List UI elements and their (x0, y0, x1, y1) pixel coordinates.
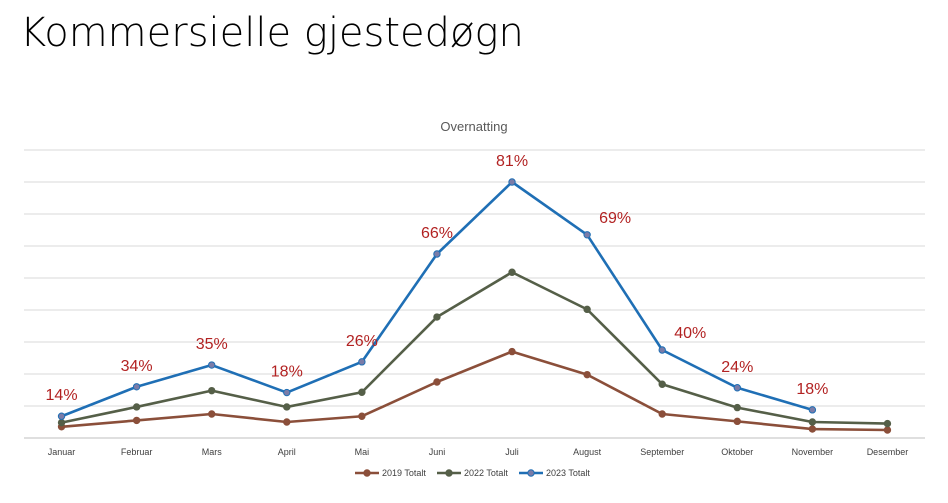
x-tick-label: Oktober (721, 447, 753, 457)
x-tick-label: April (278, 447, 296, 457)
legend-marker (527, 469, 535, 477)
x-tick-label: Desember (867, 447, 909, 457)
data-label: 34% (121, 358, 153, 375)
series (57, 347, 892, 434)
data-label: 18% (271, 364, 303, 381)
data-point (283, 403, 291, 411)
data-point (508, 268, 516, 276)
data-point (808, 425, 817, 433)
data-label: 40% (674, 325, 706, 342)
legend-label: 2022 Totalt (464, 468, 508, 478)
data-point (132, 416, 141, 425)
series (57, 178, 817, 420)
data-point (433, 313, 441, 321)
data-point (132, 403, 141, 411)
x-tick-label: Januar (48, 447, 76, 457)
data-point (733, 403, 741, 412)
data-point (433, 250, 441, 258)
gridlines (24, 149, 925, 439)
data-point (208, 410, 216, 418)
data-point (733, 417, 741, 426)
series-line (61, 270, 888, 425)
data-point (583, 370, 591, 379)
data-point (283, 418, 291, 426)
data-point (808, 418, 817, 426)
page-title: Kommersielle gjestedøgn (20, 10, 524, 56)
x-tick-label: September (640, 447, 684, 457)
data-point (358, 388, 366, 396)
legend-marker (363, 469, 371, 477)
legend-item: 2022 Totalt (437, 468, 508, 478)
data-point (358, 358, 366, 366)
data-point (883, 426, 892, 434)
data-point (508, 178, 516, 186)
data-point (132, 383, 141, 391)
data-point (583, 305, 591, 314)
series (57, 268, 892, 428)
data-label: 24% (721, 359, 753, 376)
data-point (658, 410, 666, 418)
annotation-layer: 14% 34% 35% 18% 26% 66% 81% 69% 40% 24% 18% (46, 153, 829, 404)
legend-marker (445, 469, 453, 477)
data-point (57, 418, 66, 427)
x-tick-label: August (573, 447, 602, 457)
data-label: 81% (496, 153, 528, 170)
data-point (508, 347, 516, 356)
data-point (208, 361, 216, 369)
x-tick-label: Juli (505, 447, 519, 457)
data-point (57, 412, 66, 420)
data-point (658, 346, 666, 354)
x-tick-label: Mars (202, 447, 222, 457)
data-point (583, 231, 591, 239)
legend-item: 2019 Totalt (355, 468, 426, 478)
data-point (283, 388, 291, 397)
data-label: 35% (196, 336, 228, 353)
legend-label: 2023 Totalt (546, 468, 590, 478)
x-tick-label: Juni (429, 447, 446, 457)
x-tick-label: November (792, 447, 834, 457)
x-axis: Januar Februar Mars April Mai Juni Juli August S… (48, 447, 908, 457)
legend-label: 2019 Totalt (382, 468, 426, 478)
data-point (208, 386, 216, 395)
data-point (808, 406, 817, 414)
data-point (883, 419, 892, 428)
data-label: 66% (421, 225, 453, 242)
series-line (61, 350, 888, 432)
data-point (733, 384, 741, 392)
chart-title: Overnatting (440, 119, 507, 134)
data-label: 69% (599, 210, 631, 227)
data-point (658, 380, 666, 388)
data-point (358, 412, 366, 420)
data-point (433, 378, 441, 386)
x-tick-label: Mai (355, 447, 370, 457)
series-layer (57, 178, 892, 434)
data-label: 26% (346, 333, 378, 350)
x-tick-label: Februar (121, 447, 153, 457)
legend-item: 2023 Totalt (519, 468, 590, 478)
data-label: 14% (46, 387, 78, 404)
data-label: 18% (796, 381, 828, 398)
legend: 2019 Totalt 2022 Totalt 2023 Totalt (355, 468, 590, 478)
